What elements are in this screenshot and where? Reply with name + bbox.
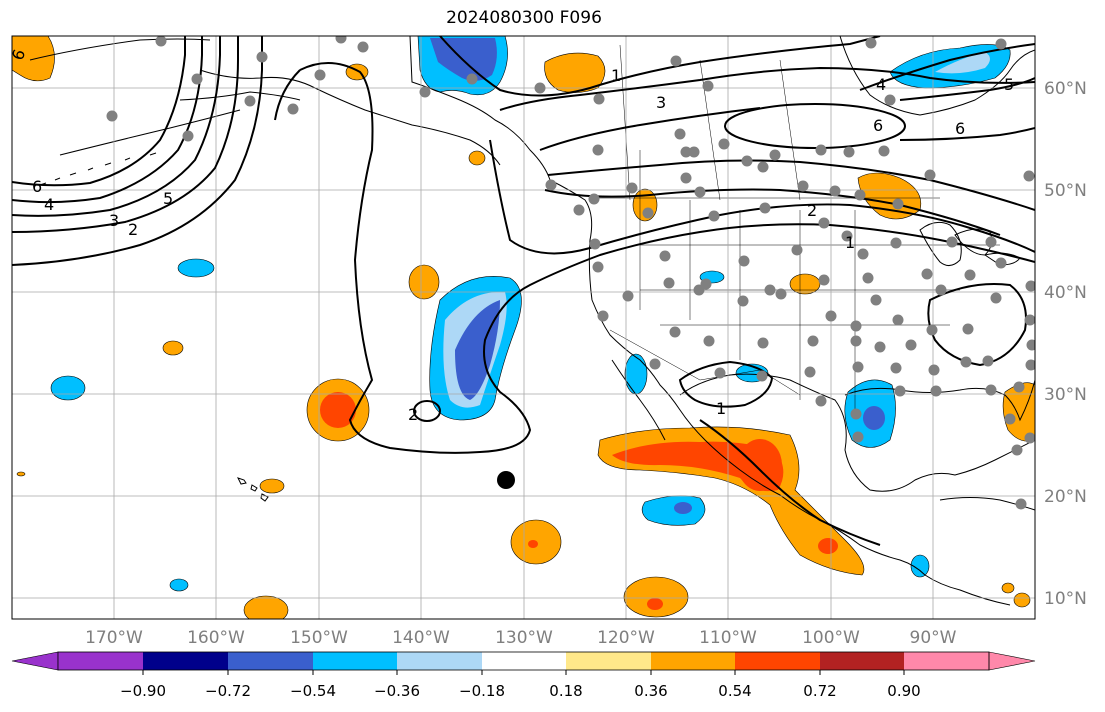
colorbar-bin	[397, 652, 482, 670]
contour-label-group: 6 6 4 3 2 5 1 3 4 5 6 6 2 1 2 1	[12, 47, 1014, 424]
lat-label: 30°N	[1044, 385, 1087, 405]
lon-label: 110°W	[699, 628, 757, 648]
location-marker	[497, 471, 515, 489]
lat-label: 60°N	[1044, 79, 1087, 99]
colorbar-tick-label: −0.72	[205, 682, 251, 700]
contour-label: 2	[807, 201, 817, 220]
colorbar-bin	[735, 652, 820, 670]
map-frame	[11, 35, 1036, 620]
lon-label: 160°W	[187, 628, 245, 648]
colorbar-tick-label: 0.90	[887, 682, 920, 700]
shade-orange-nw	[12, 36, 55, 82]
colorbar-bin	[482, 652, 566, 670]
contour-label: 2	[128, 220, 138, 239]
contour-label: 2	[408, 405, 418, 424]
colorbar-tick-label: 0.36	[634, 682, 667, 700]
lat-label: 10°N	[1044, 589, 1087, 609]
shaded-anomalies	[12, 36, 1035, 619]
contour-label: 1	[611, 66, 621, 85]
colorbar-tick-label: 0.54	[718, 682, 751, 700]
political-borders	[595, 44, 1000, 410]
latitude-labels: 60°N 50°N 40°N 30°N 20°N 10°N	[1044, 79, 1087, 609]
contour-label: 6	[873, 116, 883, 135]
contour-label: 6	[955, 119, 965, 138]
colorbar-bin	[820, 652, 904, 670]
lat-label: 20°N	[1044, 487, 1087, 507]
colorbar-tick-label: 0.72	[803, 682, 836, 700]
lon-label: 100°W	[802, 628, 860, 648]
lat-label: 50°N	[1044, 181, 1087, 201]
map-title: 2024080300 F096	[446, 8, 602, 28]
colorbar-bin	[651, 652, 735, 670]
colorbar-tick-label: −0.36	[374, 682, 420, 700]
contour-label: 3	[109, 211, 119, 230]
colorbar-bin	[143, 652, 228, 670]
colorbar-ticks	[142, 670, 905, 675]
colorbar-bin	[313, 652, 397, 670]
contour-label: 4	[44, 195, 54, 214]
colorbar-bin	[58, 652, 143, 670]
colorbar-tick-label: 0.18	[549, 682, 582, 700]
contour-label: 3	[656, 93, 666, 112]
colorbar-bin	[904, 652, 989, 670]
lon-label: 170°W	[85, 628, 143, 648]
station-dots	[106, 36, 1035, 510]
colorbar: −0.90 −0.72 −0.54 −0.36 −0.18 0.18 0.36 …	[11, 651, 1036, 700]
colorbar-high-extend	[988, 651, 1036, 671]
colorbar-bin	[566, 652, 651, 670]
colorbar-tick-label: −0.18	[459, 682, 505, 700]
colorbar-tick-label: −0.90	[120, 682, 166, 700]
graticule	[12, 36, 1035, 619]
colorbar-low-extend	[11, 651, 59, 671]
contour-lines	[12, 36, 1035, 546]
colorbar-bin	[228, 652, 313, 670]
lon-label: 120°W	[597, 628, 655, 648]
contour-label: 5	[1004, 75, 1014, 94]
contour-label: 6	[32, 177, 42, 196]
contour-label: 1	[845, 233, 855, 252]
lon-label: 140°W	[392, 628, 450, 648]
longitude-labels: 170°W 160°W 150°W 140°W 130°W 120°W 110°…	[85, 628, 957, 648]
colorbar-tick-label: −0.54	[290, 682, 336, 700]
map-canvas: 6 6 4 3 2 5 1 3 4 5 6 6 2 1 2 1	[12, 36, 1035, 619]
lon-label: 90°W	[910, 628, 957, 648]
lon-label: 150°W	[290, 628, 348, 648]
contour-label: 5	[163, 189, 173, 208]
contour-label: 1	[716, 399, 726, 418]
lon-label: 130°W	[495, 628, 553, 648]
lat-label: 40°N	[1044, 283, 1087, 303]
contour-label: 4	[876, 75, 886, 94]
